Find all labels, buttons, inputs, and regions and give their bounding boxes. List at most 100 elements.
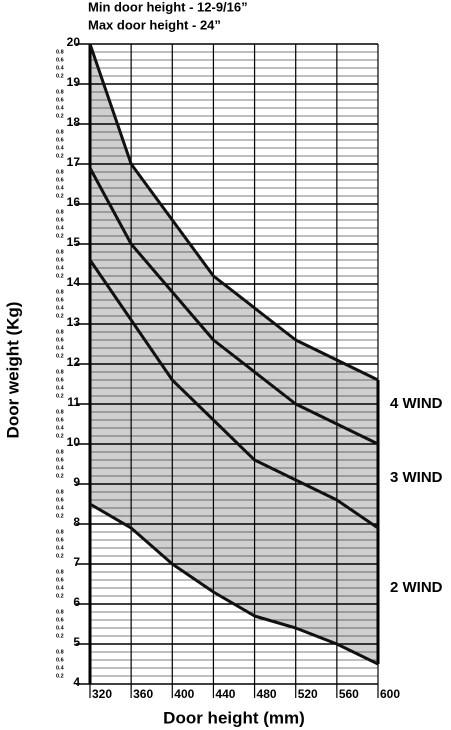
y-tick-label: 17 <box>67 155 81 169</box>
minor-y-tick-label: 0.6 <box>56 657 64 663</box>
y-tick-label: 15 <box>67 235 81 249</box>
minor-y-tick-label: 0.4 <box>56 505 65 511</box>
annotation: 2 WIND <box>390 579 443 596</box>
minor-y-tick-label: 0.2 <box>56 153 64 159</box>
minor-y-tick-label: 0.4 <box>56 345 65 351</box>
series-line <box>88 259 379 530</box>
minor-y-tick-label: 0.4 <box>56 465 65 471</box>
y-tick-label: 10 <box>67 435 81 449</box>
minor-y-tick-label: 0.4 <box>56 185 65 191</box>
minor-y-tick-label: 0.8 <box>56 369 64 375</box>
minor-y-tick-label: 0.6 <box>56 497 64 503</box>
minor-y-tick-label: 0.4 <box>56 665 65 671</box>
minor-y-tick-label: 0.2 <box>56 593 64 599</box>
minor-y-tick-label: 0.6 <box>56 617 64 623</box>
x-axis-label: Door height (mm) <box>163 708 305 727</box>
minor-y-tick-label: 0.2 <box>56 193 64 199</box>
series-line <box>88 167 379 446</box>
minor-y-tick-label: 0.2 <box>56 73 64 79</box>
minor-y-tick-label: 0.6 <box>56 337 64 343</box>
minor-y-tick-label: 0.2 <box>56 313 64 319</box>
minor-y-tick-label: 0.2 <box>56 113 64 119</box>
x-tick-label: 560 <box>339 687 359 701</box>
y-tick-label: 9 <box>73 475 80 489</box>
y-tick-label: 5 <box>73 635 80 649</box>
minor-y-tick-label: 0.2 <box>56 393 64 399</box>
y-tick-label: 16 <box>67 195 81 209</box>
minor-y-tick-label: 0.8 <box>56 329 64 335</box>
minor-y-tick-label: 0.4 <box>56 625 65 631</box>
minor-y-tick-label: 0.6 <box>56 577 64 583</box>
x-tick-label: 440 <box>215 687 235 701</box>
minor-y-tick-label: 0.8 <box>56 209 64 215</box>
y-tick-label: 11 <box>67 395 80 409</box>
series-line <box>88 43 379 382</box>
minor-y-tick-label: 0.8 <box>56 649 64 655</box>
y-tick-label: 19 <box>67 75 81 89</box>
minor-y-tick-label: 0.8 <box>56 249 64 255</box>
minor-y-tick-label: 0.6 <box>56 177 64 183</box>
minor-y-tick-label: 0.2 <box>56 353 64 359</box>
series-line <box>89 502 379 666</box>
minor-y-tick-label: 0.8 <box>56 449 64 455</box>
minor-y-tick-label: 0.8 <box>56 129 64 135</box>
minor-y-tick-label: 0.6 <box>56 57 64 63</box>
minor-y-tick-label: 0.4 <box>56 305 65 311</box>
y-tick-label: 4 <box>73 675 80 689</box>
chart-title: Min door height - 12-9/16” <box>88 0 248 14</box>
minor-y-tick-label: 0.2 <box>56 473 64 479</box>
minor-y-tick-label: 0.4 <box>56 545 65 551</box>
envelope <box>90 44 378 664</box>
minor-y-tick-label: 0.4 <box>56 425 65 431</box>
minor-y-tick-label: 0.8 <box>56 289 64 295</box>
minor-y-tick-label: 0.2 <box>56 673 64 679</box>
minor-y-tick-label: 0.8 <box>56 169 64 175</box>
minor-y-tick-label: 0.4 <box>56 65 65 71</box>
minor-y-tick-label: 0.8 <box>56 569 64 575</box>
minor-y-tick-label: 0.6 <box>56 457 64 463</box>
y-tick-label: 20 <box>67 35 81 49</box>
x-tick-label: 320 <box>92 687 112 701</box>
x-tick-label: 400 <box>174 687 194 701</box>
minor-y-tick-label: 0.6 <box>56 537 64 543</box>
y-tick-label: 18 <box>67 115 81 129</box>
minor-y-tick-label: 0.4 <box>56 585 65 591</box>
minor-y-tick-label: 0.8 <box>56 529 64 535</box>
y-tick-label: 12 <box>67 355 81 369</box>
minor-y-tick-label: 0.4 <box>56 385 65 391</box>
minor-y-tick-label: 0.8 <box>56 609 64 615</box>
minor-y-tick-label: 0.6 <box>56 377 64 383</box>
minor-y-tick-label: 0.4 <box>56 265 65 271</box>
minor-y-tick-label: 0.2 <box>56 553 64 559</box>
minor-y-tick-label: 0.2 <box>56 233 64 239</box>
minor-y-tick-label: 0.6 <box>56 137 64 143</box>
y-axis-label: Door weight (Kg) <box>3 302 22 439</box>
minor-y-tick-label: 0.2 <box>56 273 64 279</box>
minor-y-tick-label: 0.4 <box>56 225 65 231</box>
x-tick-label: 520 <box>298 687 318 701</box>
annotation: 4 WIND <box>390 395 443 412</box>
y-tick-label: 8 <box>73 515 80 529</box>
x-tick-label: 360 <box>133 687 153 701</box>
minor-y-tick-label: 0.2 <box>56 513 64 519</box>
y-tick-label: 14 <box>67 275 81 289</box>
y-tick-label: 7 <box>73 555 80 569</box>
minor-y-tick-label: 0.2 <box>56 433 64 439</box>
annotation: 3 WIND <box>390 469 443 486</box>
minor-y-tick-label: 0.8 <box>56 489 64 495</box>
x-tick-label: 480 <box>257 687 277 701</box>
minor-y-tick-label: 0.6 <box>56 257 64 263</box>
minor-y-tick-label: 0.8 <box>56 409 64 415</box>
x-tick-label: 600 <box>380 687 400 701</box>
minor-y-tick-label: 0.6 <box>56 217 64 223</box>
minor-y-tick-label: 0.8 <box>56 89 64 95</box>
minor-y-tick-label: 0.4 <box>56 105 65 111</box>
minor-y-tick-label: 0.6 <box>56 417 64 423</box>
y-tick-label: 13 <box>67 315 81 329</box>
y-tick-label: 6 <box>73 595 80 609</box>
minor-y-tick-label: 0.8 <box>56 49 64 55</box>
minor-y-tick-label: 0.6 <box>56 97 64 103</box>
minor-y-tick-label: 0.6 <box>56 297 64 303</box>
chart-subtitle: Max door height - 24” <box>88 17 221 32</box>
